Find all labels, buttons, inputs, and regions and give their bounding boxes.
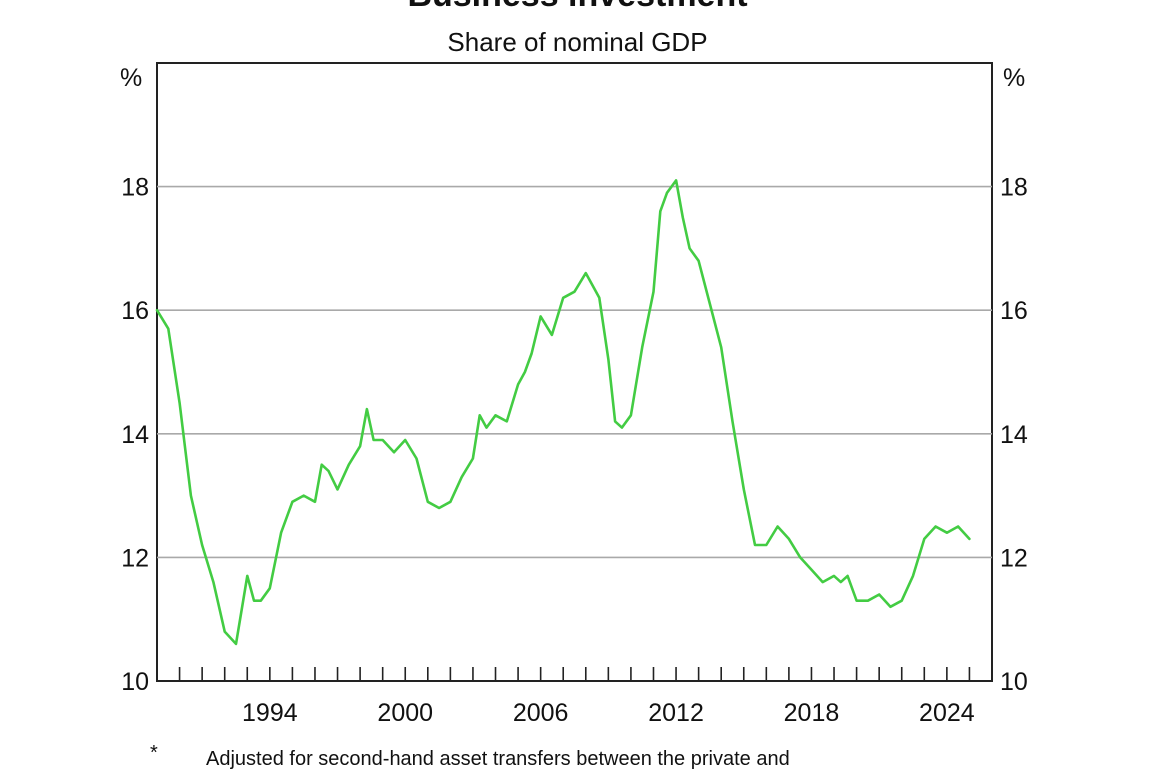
y-tick-label-left: 12 — [121, 544, 149, 572]
x-axis-ticks — [178, 667, 971, 681]
series-line — [155, 179, 971, 646]
x-tick-label-2000: 2000 — [377, 699, 433, 727]
y-tick-label-right: 18 — [1000, 174, 1028, 202]
y-tick-label-left: 16 — [121, 297, 149, 325]
y-unit-left: % — [120, 64, 142, 92]
y-tick-label-right: 14 — [1000, 421, 1028, 449]
y-tick-label-right: 10 — [1000, 668, 1028, 696]
x-tick-label-1994: 1994 — [242, 699, 298, 727]
x-tick-label-2024: 2024 — [919, 699, 975, 727]
x-tick-label-2006: 2006 — [513, 699, 569, 727]
plot-frame — [156, 62, 993, 682]
y-unit-right: % — [1003, 64, 1025, 92]
y-tick-label-left: 10 — [121, 668, 149, 696]
footnote-mark: * — [150, 742, 158, 764]
y-tick-label-left: 18 — [121, 174, 149, 202]
footnote-text: Adjusted for second-hand asset transfers… — [206, 748, 790, 770]
chart-title: Business investment — [0, 0, 1155, 12]
y-axis-right-labels: 10 12 14 16 18 — [1000, 174, 1028, 696]
x-tick-label-2012: 2012 — [648, 699, 704, 727]
y-tick-label-right: 12 — [1000, 544, 1028, 572]
y-tick-label-right: 16 — [1000, 297, 1028, 325]
x-tick-label-2018: 2018 — [784, 699, 840, 727]
x-axis-labels: 1994 2000 2006 2012 2018 2024 — [242, 699, 975, 727]
y-tick-label-left: 14 — [121, 421, 149, 449]
gridlines — [157, 185, 992, 559]
y-axis-left-labels: 10 12 14 16 18 — [121, 174, 149, 696]
chart-subtitle: Share of nominal GDP — [447, 27, 708, 57]
